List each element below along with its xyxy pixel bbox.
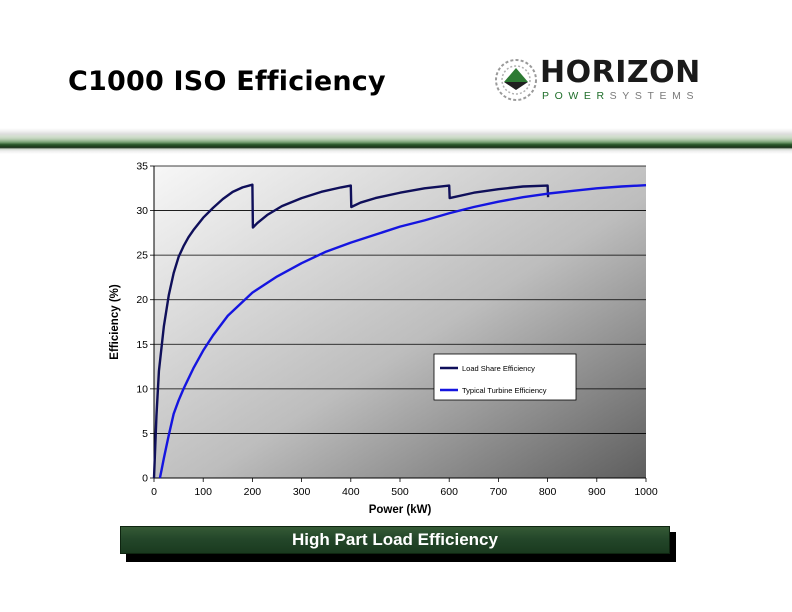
legend-box xyxy=(433,353,577,401)
x-tick-label: 500 xyxy=(391,486,409,498)
legend-label: Typical Turbine Efficiency xyxy=(462,386,547,395)
x-axis-label: Power (kW) xyxy=(369,504,432,516)
footer-banner: High Part Load Efficiency xyxy=(120,526,670,554)
efficiency-chart: 0 5 10 15 20 25 30 35 0 100 200 300 400 500 600 700 800 9… xyxy=(109,161,658,517)
x-tick-label: 1000 xyxy=(634,486,658,498)
y-tick-label: 30 xyxy=(136,205,148,217)
y-tick-label: 5 xyxy=(142,428,148,440)
x-tick-label: 800 xyxy=(539,486,557,498)
y-axis-label: Efficiency (%) xyxy=(109,284,121,360)
logo-mark-icon xyxy=(495,59,537,101)
plot-area xyxy=(154,166,646,478)
series-line-load-share xyxy=(152,183,550,479)
x-tick-label: 600 xyxy=(440,486,458,498)
x-tick-label: 900 xyxy=(588,486,606,498)
y-tick-label: 20 xyxy=(136,294,148,306)
axes xyxy=(150,165,647,482)
series-line-typical-turbine xyxy=(158,183,647,479)
y-tick-label: 15 xyxy=(136,339,148,351)
logo-wordmark: HORIZON xyxy=(540,55,701,90)
legend-label: Load Share Efficiency xyxy=(462,364,535,373)
logo-tagline: POWERSYSTEMS xyxy=(542,90,699,102)
x-tick-label: 100 xyxy=(194,486,212,498)
x-tick-label: 300 xyxy=(293,486,311,498)
header-divider-band xyxy=(0,128,792,158)
series-lines xyxy=(152,183,647,479)
x-tick-label: 400 xyxy=(342,486,360,498)
y-tick-label: 10 xyxy=(136,383,148,395)
x-tick-label: 700 xyxy=(490,486,508,498)
logo-tagline-systems: SYSTEMS xyxy=(609,90,700,102)
horizon-logo: HORIZON POWERSYSTEMS xyxy=(492,50,732,118)
slide-title: C1000 ISO Efficiency xyxy=(68,66,386,97)
legend: Load Share Efficiency Typical Turbine Eff… xyxy=(433,353,577,401)
y-tick-label: 0 xyxy=(142,473,148,485)
y-tick-label: 25 xyxy=(136,250,148,262)
x-tick-label: 200 xyxy=(244,486,262,498)
logo-tagline-power: POWER xyxy=(542,90,610,102)
y-tick-label: 35 xyxy=(136,161,148,173)
tick-labels: 0 5 10 15 20 25 30 35 0 100 200 300 400 500 600 700 800 9… xyxy=(136,161,658,499)
x-tick-label: 0 xyxy=(151,486,157,498)
